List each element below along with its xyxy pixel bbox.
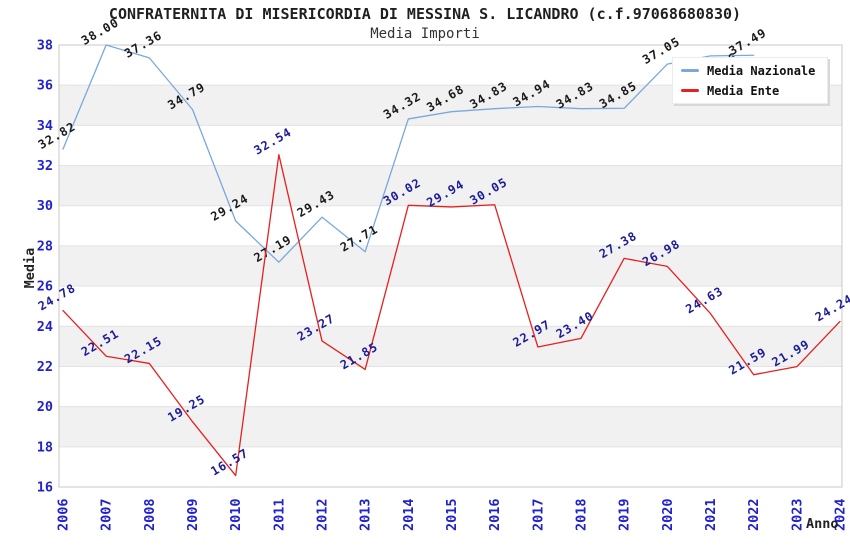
legend-line-swatch-blue-icon	[681, 69, 699, 72]
grid-band	[59, 125, 842, 166]
series-line-media-ente	[62, 154, 841, 477]
x-tick-label: 2017	[530, 498, 546, 531]
plot-border	[58, 44, 843, 488]
x-tick-label: 2014	[401, 498, 417, 531]
y-tick-label: 38	[37, 38, 53, 54]
legend-item-media-ente: Media Ente	[681, 83, 819, 98]
x-tick-label: 2024	[833, 498, 849, 531]
y-tick-label: 34	[37, 118, 53, 134]
grid-band	[59, 446, 842, 487]
y-tick-label: 22	[37, 359, 53, 375]
x-tick-label: 2018	[574, 498, 590, 531]
grid-band	[59, 245, 842, 287]
x-tick-label: 2023	[789, 498, 805, 531]
y-tick-label: 26	[37, 279, 53, 295]
grid-band	[59, 326, 842, 367]
x-tick-label: 2021	[703, 498, 719, 531]
legend-item-media-nazionale: Media Nazionale	[681, 63, 819, 78]
x-tick-label: 2013	[358, 498, 374, 531]
x-axis-title: Anno	[806, 516, 839, 532]
grid-band	[59, 366, 842, 407]
y-tick-label: 30	[37, 198, 53, 214]
chart-subtitle: Media Importi	[370, 26, 480, 42]
grid-band	[59, 165, 842, 206]
x-tick-label: 2022	[746, 498, 762, 531]
series-line-media-nazionale	[62, 44, 755, 263]
x-tick-label: 2009	[185, 498, 201, 531]
data-point-label: 38.00	[79, 15, 122, 48]
y-tick-label: 32	[37, 158, 53, 174]
x-tick-label: 2016	[487, 498, 503, 531]
x-tick-label: 2020	[660, 498, 676, 531]
y-tick-label: 24	[37, 319, 53, 335]
x-tick-label: 2019	[617, 498, 633, 531]
y-tick-label: 16	[37, 480, 53, 496]
x-tick-label: 2012	[315, 498, 331, 531]
y-tick-label: 18	[37, 439, 53, 455]
chart-title: CONFRATERNITA DI MISERICORDIA DI MESSINA…	[108, 5, 742, 23]
y-tick-label: 20	[37, 399, 53, 415]
legend-line-swatch-red-icon	[681, 89, 699, 92]
legend-label-media-ente: Media Ente	[707, 83, 780, 98]
legend: Media Nazionale Media Ente	[672, 57, 828, 104]
x-tick-label: 2010	[228, 498, 244, 531]
y-tick-label: 28	[37, 238, 53, 254]
grid-band	[59, 286, 842, 327]
grid-band	[59, 205, 842, 246]
y-tick-label: 36	[37, 78, 53, 94]
legend-label-media-nazionale: Media Nazionale	[707, 63, 816, 78]
x-tick-label: 2006	[56, 498, 72, 531]
x-tick-label: 2008	[142, 498, 158, 531]
x-tick-label: 2007	[99, 498, 115, 531]
x-tick-label: 2015	[444, 498, 460, 531]
grid-band	[59, 406, 842, 447]
x-tick-label: 2011	[271, 498, 287, 531]
